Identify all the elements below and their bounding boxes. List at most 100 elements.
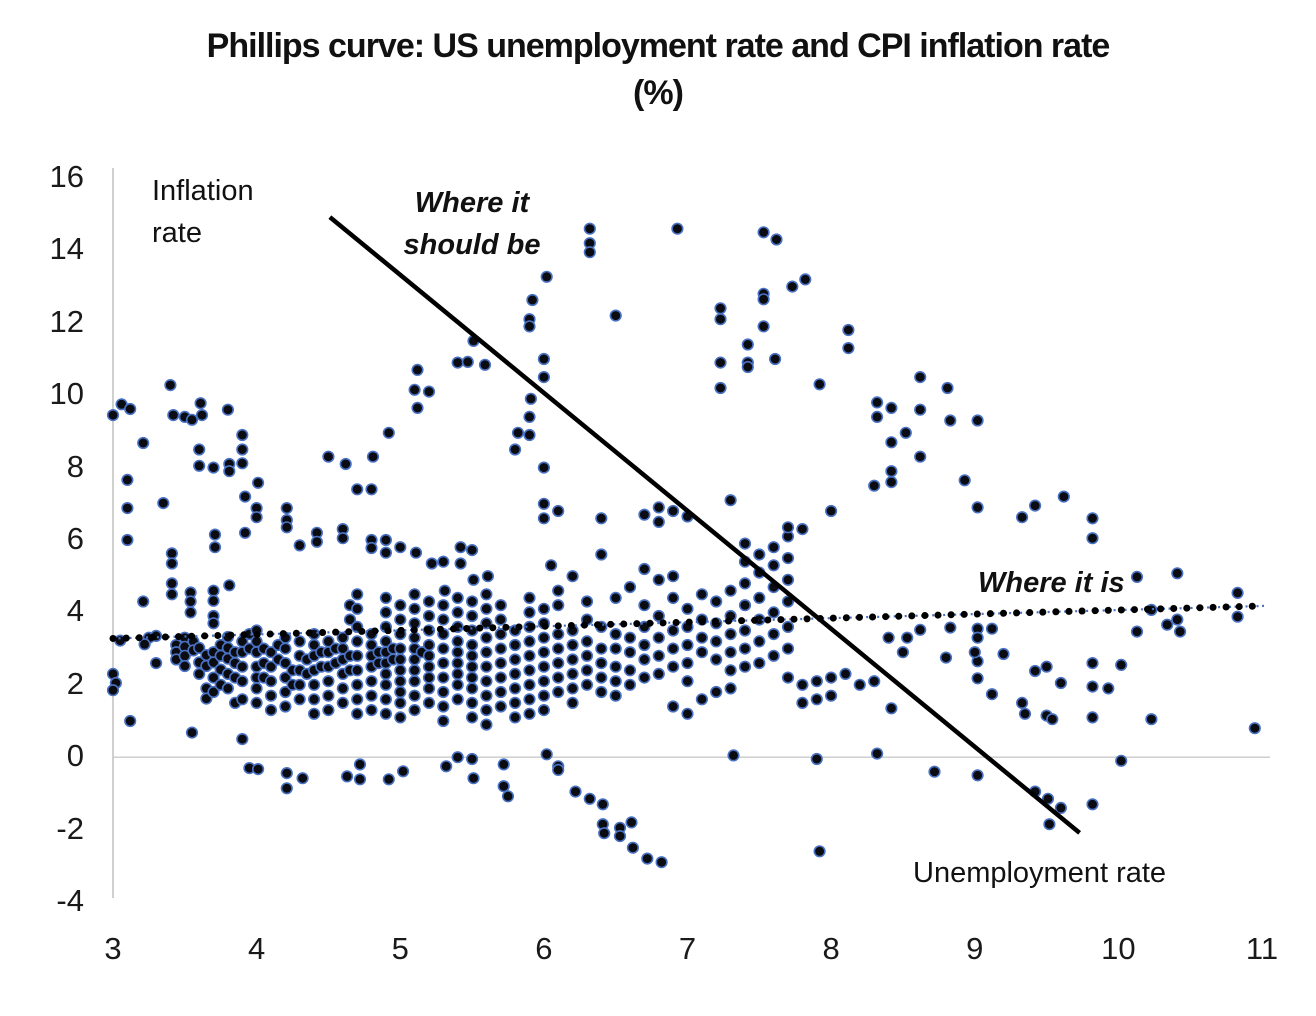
x-tick-label: 9 (966, 931, 984, 966)
data-point (566, 696, 579, 710)
data-point (193, 641, 206, 655)
data-point (537, 703, 551, 717)
data-point (537, 660, 551, 673)
data-point (264, 646, 278, 659)
data-point (353, 773, 367, 786)
data-point (422, 682, 436, 695)
data-point (885, 476, 898, 489)
x-tick-label: 10 (1101, 931, 1136, 966)
data-point (738, 642, 752, 655)
data-point (1231, 610, 1244, 623)
data-point (480, 646, 493, 659)
data-point (523, 707, 536, 720)
data-point (451, 635, 464, 648)
data-point (336, 696, 349, 710)
data-point (595, 656, 608, 670)
data-point (781, 671, 795, 684)
data-point (193, 443, 206, 456)
data-point (480, 631, 493, 644)
data-point (480, 588, 493, 601)
data-point (901, 631, 914, 644)
data-point (944, 414, 957, 427)
data-point (137, 436, 150, 450)
data-point (508, 667, 522, 681)
data-point (408, 588, 421, 601)
data-point (523, 664, 536, 677)
data-point (768, 352, 782, 366)
data-point (207, 461, 220, 474)
data-point (408, 675, 421, 688)
data-point (781, 573, 795, 586)
y-tick-label: 12 (49, 303, 84, 339)
data-point (379, 546, 393, 559)
data-point (466, 649, 479, 662)
data-point (623, 580, 637, 594)
data-point (207, 617, 220, 630)
data-point (437, 656, 450, 670)
data-point (710, 635, 723, 648)
data-point (365, 675, 378, 688)
data-point (655, 856, 668, 869)
data-point (494, 627, 507, 641)
data-point (666, 624, 680, 637)
data-point (508, 711, 522, 724)
data-point (681, 675, 694, 688)
data-point (1015, 511, 1029, 524)
data-point (1231, 586, 1244, 600)
data-point (379, 606, 393, 619)
data-point (853, 678, 866, 691)
data-point (451, 606, 464, 619)
data-point (666, 591, 680, 605)
chart-title-line2: (%) (633, 74, 684, 113)
data-point (1018, 707, 1032, 720)
data-point (165, 557, 178, 570)
data-point (537, 497, 551, 510)
data-point (440, 760, 453, 773)
data-point (351, 635, 364, 648)
data-point (971, 769, 984, 782)
data-point (1086, 512, 1099, 525)
data-point (652, 501, 665, 514)
data-point (870, 410, 884, 424)
data-point (279, 656, 292, 670)
data-point (236, 675, 249, 688)
data-point (124, 714, 137, 728)
data-point (467, 573, 480, 586)
where-it-should-be-line (328, 215, 1082, 835)
data-point (523, 591, 536, 605)
data-point (609, 675, 622, 688)
data-point (968, 646, 981, 659)
data-point (382, 773, 395, 786)
data-point (106, 684, 120, 697)
data-point (437, 714, 450, 728)
data-point (813, 845, 826, 858)
data-point (293, 539, 306, 552)
data-point (293, 635, 306, 648)
data-point (279, 671, 292, 684)
y-tick-label: 6 (66, 521, 84, 556)
data-point (236, 457, 249, 470)
data-point (293, 678, 306, 691)
data-point (885, 465, 898, 478)
chart-title: Phillips curve: US unemployment rate and… (0, 22, 1316, 115)
data-point (595, 671, 608, 684)
data-point (810, 752, 823, 766)
data-point (885, 702, 898, 715)
data-point (164, 379, 177, 392)
data-point (583, 792, 596, 805)
data-point (537, 631, 551, 644)
data-point (157, 497, 170, 510)
data-point (781, 551, 795, 565)
data-point (508, 682, 522, 695)
data-point (497, 758, 510, 771)
data-point (296, 772, 309, 785)
data-point (236, 693, 249, 706)
data-point (351, 649, 364, 662)
data-point (724, 627, 737, 641)
data-point (451, 678, 464, 691)
data-point (480, 660, 493, 673)
data-point (714, 302, 727, 315)
data-point (580, 635, 594, 648)
data-point (1086, 798, 1099, 811)
data-point (480, 718, 493, 731)
